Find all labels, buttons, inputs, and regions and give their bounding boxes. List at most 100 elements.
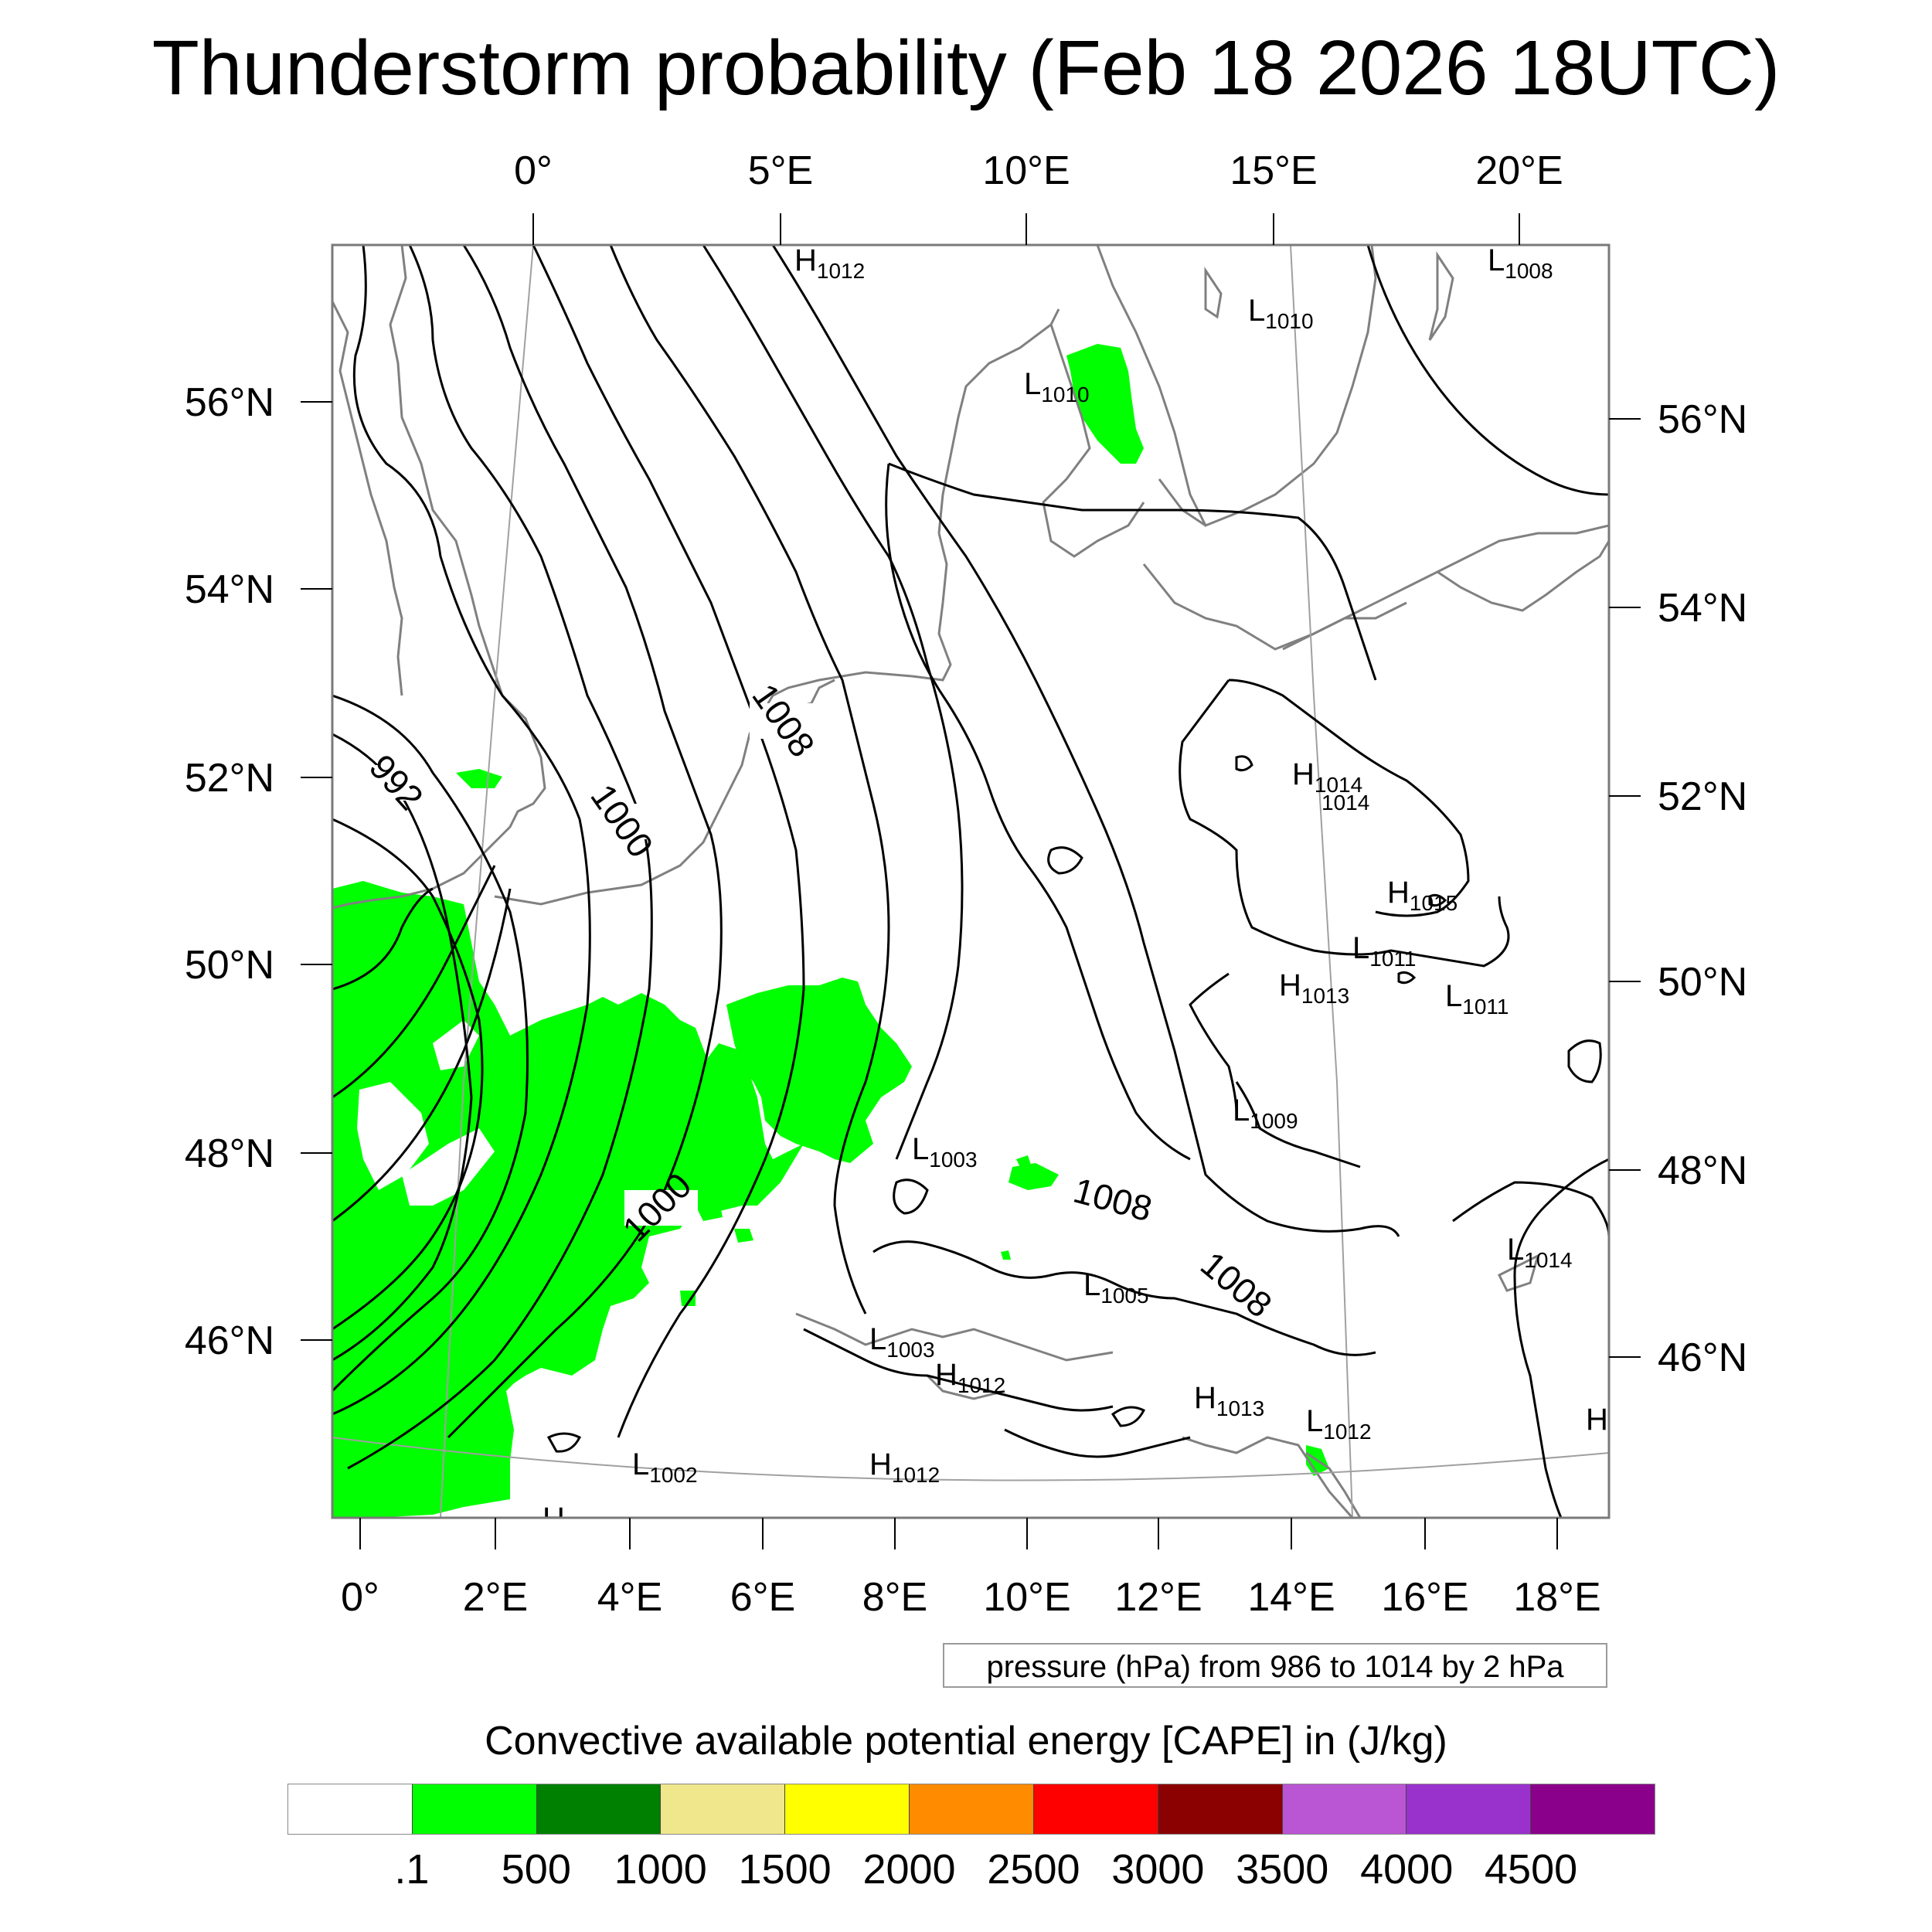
colorbar-swatch [1281, 1784, 1406, 1834]
lon-label: 6°E [730, 1575, 795, 1620]
coast-denmark-east [1042, 324, 1145, 558]
colorbar-tick-label: 4500 [1485, 1846, 1578, 1893]
pressure-center: L1002 [632, 1447, 698, 1487]
isobar-1010b [885, 463, 1191, 1161]
lon-label: 2°E [463, 1575, 528, 1620]
pressure-center: L1009 [1233, 1094, 1298, 1133]
isobar-small-5 [1397, 971, 1417, 985]
coast-baltic-south [1142, 524, 1609, 651]
colorbar-tick-label: 2500 [987, 1846, 1080, 1893]
pressure-center: L1010 [1248, 294, 1314, 333]
isobar-small-4 [1428, 893, 1447, 907]
left-lat-labels: 56°N 54°N 52°N 50°N 48°N 46°N [185, 380, 274, 1363]
coast-islands [1204, 267, 1223, 319]
colorbar-swatch [411, 1784, 536, 1834]
coast-adriatic [1182, 1436, 1354, 1518]
isobar-1000 [447, 245, 723, 1439]
pressure-center: H1015 [1387, 876, 1458, 915]
axis-ticks [301, 213, 1641, 1549]
isobar-1012b [1228, 679, 1470, 917]
pressure-centers: H1012 L1008 L1010 L1010 H1014 1014 H1015… [543, 243, 1608, 1536]
isobar-996a [332, 694, 529, 1393]
isobar-alps-2 [803, 1328, 1114, 1412]
isobar-988 [332, 865, 496, 1099]
isobar-1010 [888, 462, 1377, 681]
cape-area-germany [1009, 1163, 1059, 1190]
lon-label: 18°E [1513, 1575, 1600, 1620]
border-alps [795, 1312, 1114, 1362]
isobar-alps-3 [1004, 1428, 1191, 1458]
pressure-center: L1010 [1024, 367, 1090, 406]
lon-label: 10°E [983, 1575, 1070, 1620]
pressure-center: L1008 [1488, 243, 1553, 283]
colorbar-tick-label: 3500 [1236, 1846, 1329, 1893]
isobar-small-8 [1111, 1406, 1146, 1427]
border-poland-baltic [1282, 601, 1407, 651]
colorbar-swatch [909, 1784, 1033, 1834]
isobar-small-3 [1235, 755, 1253, 772]
cape-area-small-2 [734, 1229, 753, 1243]
bottom-lon-labels: 0° 2°E 4°E 6°E 8°E 10°E 12°E 14°E 16°E 1… [341, 1575, 1601, 1620]
cape-area-small-4 [696, 1198, 723, 1221]
coast-balkan [1497, 1253, 1540, 1292]
coast-uk-west [332, 301, 403, 696]
isobar-1002 [532, 245, 805, 1438]
colorbar-swatch [288, 1784, 412, 1834]
cape-area-france-east [726, 978, 912, 1163]
lon-label: 4°E [597, 1575, 662, 1620]
lat-label: 50°N [1658, 960, 1747, 1005]
colorbar-swatch [784, 1784, 910, 1834]
colorbar-tick-label: 2000 [862, 1846, 956, 1893]
colorbar-swatch [1530, 1784, 1655, 1834]
lat-label: 56°N [185, 380, 274, 425]
pressure-center: H1014 [1292, 757, 1362, 797]
colorbar [287, 1784, 1655, 1835]
isobar-small-6 [546, 1432, 582, 1453]
lon-label: 20°E [1475, 148, 1563, 193]
pressure-center: H1012 [869, 1447, 940, 1487]
lat-label: 46°N [1658, 1335, 1747, 1380]
lat-label: 46°N [185, 1318, 274, 1363]
lon-label: 16°E [1381, 1575, 1468, 1620]
right-lat-labels: 56°N 54°N 52°N 50°N 48°N 46°N [1658, 397, 1747, 1380]
coast-germany-north [911, 532, 952, 682]
cape-area-denmark [1066, 344, 1144, 464]
pressure-center: H1013 [1194, 1381, 1264, 1420]
colorbar-swatch [1032, 1784, 1158, 1834]
lon-label: 12°E [1114, 1575, 1202, 1620]
lat-label: 54°N [185, 567, 274, 612]
colorbar-tick-label: 3000 [1111, 1846, 1205, 1893]
lat-label: 50°N [185, 943, 274, 988]
cape-area-small-6 [1001, 1250, 1011, 1260]
pressure-center: H [543, 1502, 565, 1536]
colorbar-title: Convective available potential energy [C… [485, 1719, 1447, 1764]
cape-area-small-3 [680, 1291, 696, 1306]
pressure-center: L1014 [1507, 1233, 1573, 1272]
isobar-1012c [1189, 972, 1238, 1114]
cape-area-channel [456, 769, 502, 788]
coast-gotland [1428, 251, 1454, 341]
plot-frame [331, 243, 1611, 1519]
coast-denmark-west [937, 308, 1060, 534]
coast-baltic-east [1437, 540, 1609, 612]
isobar-layer [332, 245, 1609, 1518]
isobar-996 [332, 245, 591, 1416]
lat-label: 48°N [185, 1131, 274, 1176]
pressure-center: H [1586, 1403, 1608, 1437]
lat-label: 48°N [1658, 1148, 1747, 1193]
isobar-1008 [771, 245, 1400, 1237]
top-lon-labels: 0° 5°E 10°E 15°E 20°E [514, 148, 1563, 193]
isobar-1006 [702, 245, 964, 1160]
lon-label: 10°E [982, 148, 1070, 193]
colorbar-swatch [536, 1784, 661, 1834]
colorbar-swatch [1406, 1784, 1531, 1834]
map-title: Thunderstorm probability (Feb 18 2026 18… [151, 25, 1781, 111]
pressure-center: H1013 [1279, 968, 1349, 1008]
lon-label: 8°E [862, 1575, 927, 1620]
colorbar-ticks: .1 500 1000 1500 2000 2500 3000 3500 4000 4500 [0, 1842, 1932, 1904]
coast-italy-lakes [926, 1374, 1005, 1400]
lat-label: 54°N [1658, 586, 1747, 631]
colorbar-swatch [660, 1784, 785, 1834]
lon-label: 5°E [748, 148, 813, 193]
colorbar-tick-label: .1 [394, 1846, 430, 1893]
